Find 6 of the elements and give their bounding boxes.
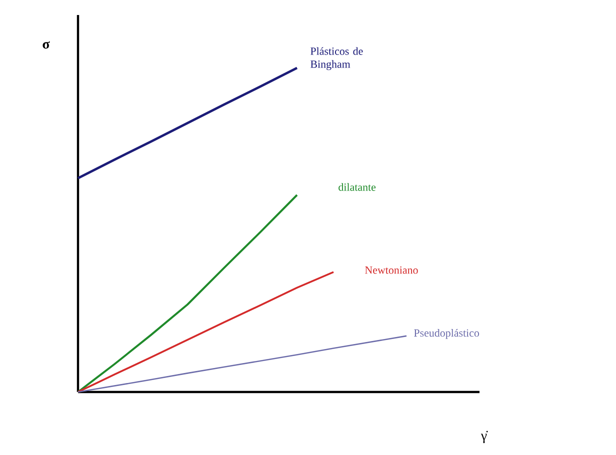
text: dilatante xyxy=(338,183,376,191)
series-label: Pseudoplástico xyxy=(414,328,480,339)
series-label: Plásticos de Bingham xyxy=(310,47,363,70)
x-axis-title: γ̇ xyxy=(480,430,488,444)
y-axis-title: σ xyxy=(42,41,50,49)
text: Newtoniano xyxy=(365,266,418,274)
